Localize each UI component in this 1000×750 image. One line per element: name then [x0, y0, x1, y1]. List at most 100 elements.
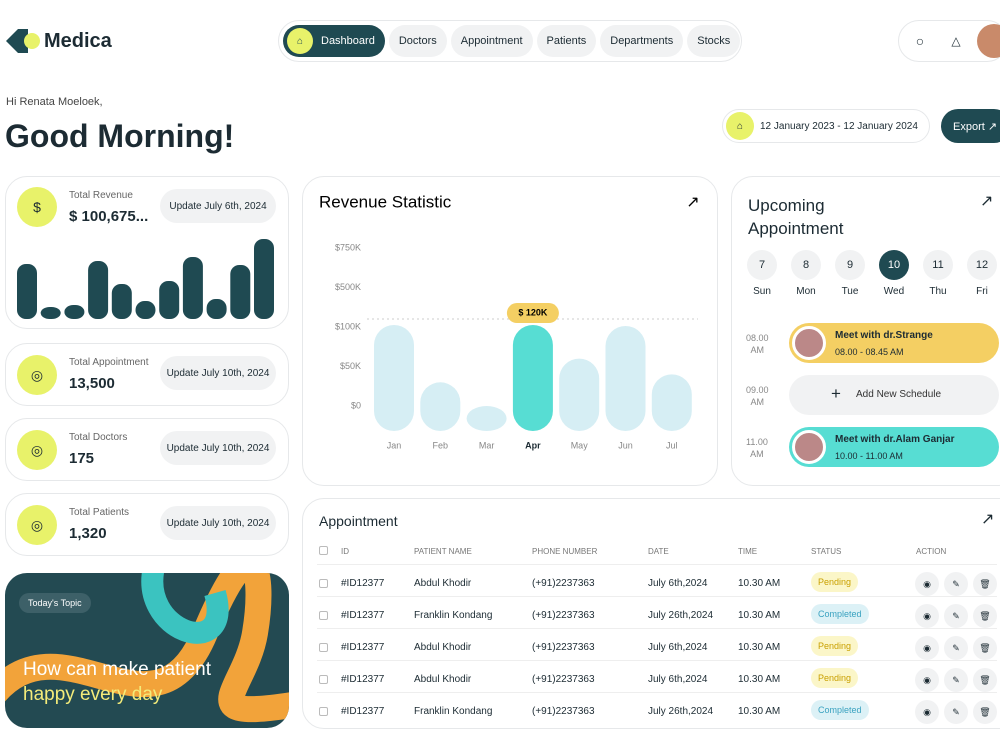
- x-tick-label: Apr: [525, 440, 541, 450]
- table-cell: July 26th,2024: [648, 706, 714, 717]
- date-range[interactable]: ⌂ 12 January 2023 - 12 January 2024: [722, 109, 930, 143]
- doctor-avatar: [792, 430, 826, 464]
- action-icon[interactable]: ◉: [915, 636, 939, 660]
- day-number[interactable]: 9: [835, 250, 865, 280]
- time-part: 09.00: [746, 385, 769, 395]
- checkbox[interactable]: [319, 546, 328, 555]
- action-icon[interactable]: ✎: [944, 636, 968, 660]
- bell-icon[interactable]: △: [941, 26, 971, 56]
- stat-card: ◎ Total Appointment 13,500 Update July 10th…: [5, 343, 289, 406]
- stat-value: 13,500: [69, 375, 115, 392]
- nav-item[interactable]: Departments: [600, 25, 684, 57]
- search-icon[interactable]: ○: [905, 26, 935, 56]
- row-line: [317, 692, 997, 693]
- nav-label: Stocks: [697, 35, 731, 47]
- update-pill: Update July 10th, 2024: [160, 356, 276, 390]
- stat-card: ◎ Total Patients 1,320 Update July 10th, 20…: [5, 493, 289, 556]
- home-icon: ⌂: [726, 112, 754, 140]
- action-icon[interactable]: ✎: [944, 572, 968, 596]
- x-tick-label: Jan: [387, 440, 402, 450]
- action-icon[interactable]: 🗑: [973, 604, 997, 628]
- plus-icon: +: [831, 384, 841, 403]
- export-button[interactable]: Export ↗: [941, 109, 1000, 143]
- topic-card[interactable]: Today's Topic How can make patient happy …: [5, 573, 289, 728]
- row-line: [317, 564, 997, 565]
- expand-icon[interactable]: ↗: [980, 193, 994, 210]
- bar: [374, 325, 414, 431]
- nav-item[interactable]: Appointment: [450, 25, 533, 57]
- time-part: AM: [750, 345, 765, 355]
- bar: [651, 374, 692, 431]
- action-icon[interactable]: ◉: [915, 572, 939, 596]
- action-icon[interactable]: ◉: [915, 700, 939, 724]
- export-label: Export: [953, 121, 985, 133]
- y-tick-label: $0: [351, 400, 361, 410]
- home-icon: ⌂: [287, 28, 313, 54]
- stat-icon: $: [17, 187, 57, 227]
- checkbox[interactable]: [319, 611, 328, 620]
- day-number[interactable]: 12: [967, 250, 997, 280]
- time-part: AM: [750, 397, 765, 407]
- action-icon[interactable]: 🗑: [973, 636, 997, 660]
- column-header: TIME: [738, 547, 758, 556]
- slot-title: Add New Schedule: [856, 389, 942, 400]
- table-cell: (+91)2237363: [532, 578, 595, 589]
- column-header: PATIENT NAME: [414, 547, 472, 556]
- table-cell: Abdul Khodir: [414, 674, 472, 685]
- revenue-chart: Revenue Statistic ↗ $0 $50K $100K $500K $750…: [319, 192, 700, 450]
- action-icon[interactable]: ◉: [915, 604, 939, 628]
- day-name: Fri: [976, 286, 988, 297]
- table-cell: #ID12377: [341, 578, 385, 589]
- action-icon[interactable]: ✎: [944, 668, 968, 692]
- slot[interactable]: Meet with dr.Alam Ganjar 10.00 - 11.00 AM: [789, 427, 999, 467]
- slot[interactable]: Meet with dr.Strange 08.00 - 08.45 AM: [789, 323, 999, 363]
- chart-title: Revenue Statistic: [319, 192, 452, 211]
- action-icon[interactable]: 🗑: [973, 700, 997, 724]
- checkbox[interactable]: [319, 579, 328, 588]
- day-number[interactable]: 11: [923, 250, 953, 280]
- checkbox[interactable]: [319, 675, 328, 684]
- greeting: Hi Renata Moeloek,: [6, 96, 103, 108]
- nav-item[interactable]: Stocks: [687, 25, 741, 57]
- expand-icon[interactable]: ↗: [686, 194, 699, 211]
- logo: Medica: [44, 30, 112, 52]
- slot[interactable]: + Add New Schedule: [789, 375, 999, 415]
- doctor-avatar: [792, 326, 826, 360]
- expand-icon[interactable]: ↗: [981, 511, 995, 528]
- stat-label: Total Appointment: [69, 357, 149, 368]
- column-header: PHONE NUMBER: [532, 547, 598, 556]
- y-tick-label: $100K: [335, 321, 361, 331]
- checkbox[interactable]: [319, 643, 328, 652]
- status-badge: Pending: [811, 668, 859, 688]
- status-badge: Pending: [811, 636, 859, 656]
- action-icon[interactable]: 🗑: [973, 572, 997, 596]
- slot-title: Meet with dr.Strange: [835, 330, 933, 341]
- slot-time: 08.00 AM: [746, 332, 769, 356]
- table-cell: Franklin Kondang: [414, 610, 493, 621]
- day-number[interactable]: 8: [791, 250, 821, 280]
- nav-item[interactable]: ⌂ Dashboard: [283, 25, 385, 57]
- date-range-text: 12 January 2023 - 12 January 2024: [760, 120, 918, 132]
- stat-value: 175: [69, 450, 95, 467]
- action-icon[interactable]: ✎: [944, 700, 968, 724]
- table-cell: Abdul Khodir: [414, 642, 472, 653]
- mini-bar: [159, 281, 180, 319]
- day-name: Sun: [753, 286, 771, 297]
- action-icon[interactable]: ✎: [944, 604, 968, 628]
- avatar[interactable]: [977, 24, 1000, 58]
- nav-item[interactable]: Patients: [536, 25, 597, 57]
- upcoming-title: Upcoming Appointment: [748, 194, 843, 240]
- topic-text: How can make patient happy every day: [23, 657, 211, 707]
- day-number[interactable]: 7: [747, 250, 777, 280]
- stat-icon: ◎: [17, 505, 57, 545]
- y-tick-label: $500K: [335, 282, 361, 292]
- day-name: Wed: [883, 286, 905, 297]
- day-number[interactable]: 10: [879, 250, 909, 280]
- nav-label: Doctors: [398, 35, 437, 47]
- action-icon[interactable]: ◉: [915, 668, 939, 692]
- checkbox[interactable]: [319, 707, 328, 716]
- nav-item[interactable]: Doctors: [388, 25, 447, 57]
- action-icon[interactable]: 🗑: [973, 668, 997, 692]
- table-cell: (+91)2237363: [532, 706, 595, 717]
